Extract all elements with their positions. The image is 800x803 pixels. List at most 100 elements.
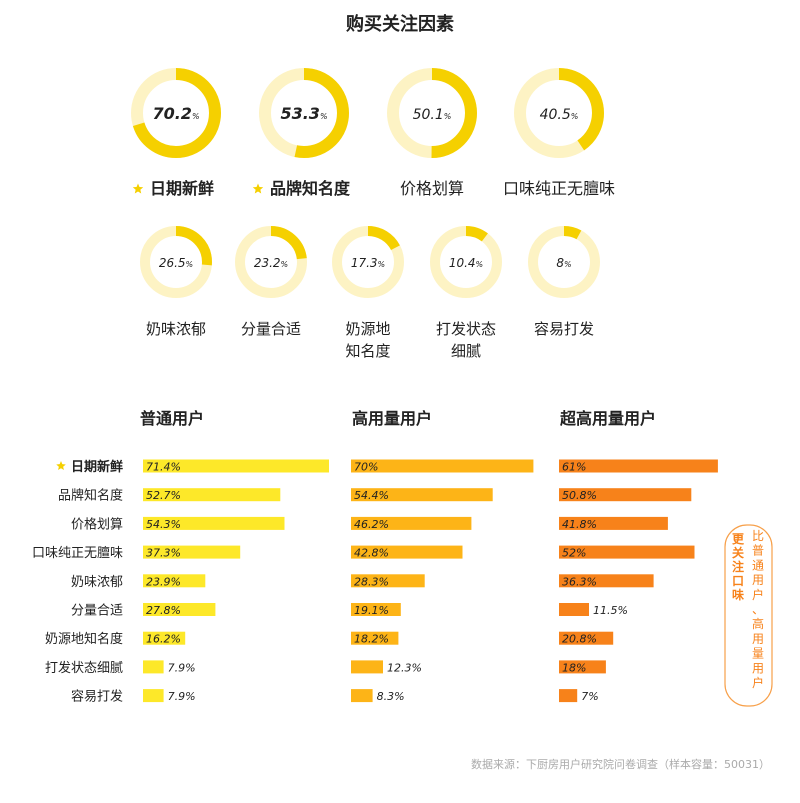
callout-note-char: 通 (752, 558, 764, 572)
bar (351, 631, 399, 645)
bar (351, 545, 463, 559)
donut: 26.5% 奶味浓郁 (140, 226, 212, 338)
donut-category-label: 价格划算 (400, 179, 464, 198)
donut-category-label: 奶源地 (345, 320, 390, 338)
bar (559, 660, 606, 674)
donut-category-label: 口味纯正无膻味 (503, 179, 615, 198)
bar (559, 574, 654, 588)
callout-note-char: 普 (752, 544, 764, 558)
donut-value-label: 40.5% (540, 107, 579, 123)
bar-value-label: 37.3% (146, 547, 181, 560)
bar-value-label: 8.3% (377, 690, 405, 703)
star-icon (56, 461, 66, 471)
donut-value-label: 17.3% (351, 256, 385, 270)
bar-value-label: 54.4% (354, 489, 389, 502)
series-header: 普通用户 (140, 409, 204, 428)
series-header: 超高用量用户 (559, 409, 656, 428)
donut-value-label: 10.4% (449, 256, 483, 270)
bar (559, 631, 614, 645)
bar-value-label: 52% (562, 547, 586, 560)
donut-value-label: 70.2% (152, 104, 199, 123)
bar (559, 516, 668, 530)
donut-value-label: 26.5% (159, 256, 193, 270)
bar-value-label: 52.7% (146, 489, 181, 502)
bar-value-label: 42.8% (354, 547, 389, 560)
bar (143, 631, 186, 645)
chart-title: 购买关注因素 (346, 14, 454, 35)
bar-value-label: 61% (562, 461, 586, 474)
bar (351, 603, 401, 616)
donut-arc (131, 68, 221, 158)
bar (143, 574, 206, 588)
category-label: 容易打发 (71, 689, 123, 705)
bar (143, 545, 241, 559)
category-label: 口味纯正无膻味 (32, 546, 123, 561)
bar-value-label: 18% (562, 661, 586, 674)
bar (351, 488, 493, 502)
callout-note-char: 户 (752, 587, 764, 602)
bar (143, 516, 285, 530)
bar-value-label: 7.9% (168, 690, 196, 703)
donut-arc (430, 226, 502, 298)
bar-value-label: 7.9% (168, 661, 196, 674)
donut-value-label: 23.2% (254, 256, 288, 270)
donut-category-label: 细腻 (451, 342, 481, 360)
bar-value-label: 27.8% (146, 604, 181, 617)
bar (143, 689, 164, 703)
callout-note-char: 户 (752, 675, 764, 690)
bar (351, 459, 534, 473)
donut-category-label: 分量合适 (241, 320, 301, 338)
donut-arc (528, 226, 600, 298)
callout-emphasis-char: 关 (732, 545, 744, 560)
bar-value-label: 28.3% (354, 575, 389, 588)
callout-note-char: 用 (752, 661, 764, 675)
donut-arc (140, 226, 212, 298)
donut: 23.2% 分量合适 (235, 226, 307, 338)
bar-value-label: 16.2% (146, 633, 181, 646)
callout-emphasis-char: 更 (732, 532, 745, 546)
bar (351, 689, 373, 703)
category-label: 奶源地知名度 (45, 631, 123, 647)
bar (143, 660, 164, 674)
bar (351, 660, 383, 674)
donut: 50.1% 价格划算 (387, 68, 477, 198)
bar-value-label: 20.8% (562, 633, 597, 646)
series-header: 高用量用户 (352, 409, 432, 428)
callout-note-char: 、 (752, 603, 764, 617)
callout-emphasis-char: 味 (732, 587, 744, 602)
category-label: 分量合适 (71, 604, 123, 619)
category-label: 日期新鲜 (71, 459, 123, 475)
donut-value-label: 8% (556, 256, 571, 270)
donut-category-label: 品牌知名度 (270, 179, 351, 198)
donut: 53.3% 品牌知名度 (252, 68, 351, 198)
donut-value-label: 50.1% (413, 107, 452, 123)
donut-category-label: 打发状态 (436, 320, 496, 338)
category-label: 品牌知名度 (58, 488, 123, 504)
callout-emphasis-char: 口 (732, 574, 744, 588)
donut-arc (235, 226, 307, 298)
bar (351, 516, 472, 530)
star-icon (132, 183, 144, 194)
donut-category-label: 容易打发 (534, 320, 594, 338)
donut: 40.5% 口味纯正无膻味 (503, 68, 615, 198)
bar-value-label: 18.2% (354, 633, 389, 646)
callout-emphasis-char: 注 (732, 559, 744, 574)
bar (559, 689, 578, 703)
bar-value-label: 70% (354, 461, 378, 474)
bar (351, 574, 425, 588)
bar-value-label: 50.8% (562, 489, 597, 502)
donut-category-label: 知名度 (345, 342, 390, 360)
donut-value-label: 53.3% (280, 104, 327, 123)
data-source-note: 数据来源：下厨房用户研究院问卷调查（样本容量：50031） (471, 758, 770, 771)
donut: 70.2% 日期新鲜 (131, 68, 221, 198)
donut-arc (332, 226, 404, 298)
callout-note-char: 用 (752, 632, 764, 646)
donut-category-label: 日期新鲜 (150, 179, 214, 198)
callout-note-char: 量 (752, 647, 764, 661)
bar-value-label: 12.3% (387, 661, 422, 674)
donut: 10.4% 打发状态细腻 (430, 226, 502, 360)
donut: 17.3% 奶源地知名度 (332, 226, 404, 360)
bar (559, 459, 718, 473)
bar-value-label: 54.3% (146, 518, 181, 531)
